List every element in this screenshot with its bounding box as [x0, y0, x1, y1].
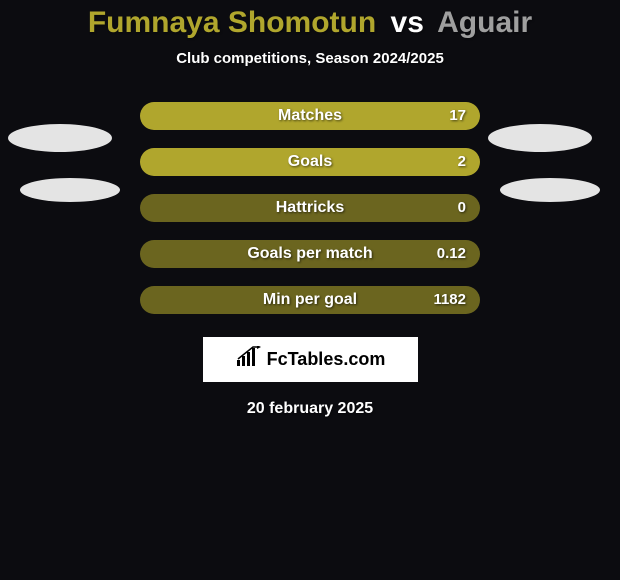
player-b-name: Aguair	[437, 6, 532, 39]
bar-value: 0.12	[437, 240, 466, 268]
stat-row: Goals per match0.12	[0, 239, 620, 269]
site-logo-text: FcTables.com	[267, 349, 386, 370]
page-title: Fumnaya Shomotun vs Aguair	[0, 0, 620, 40]
stat-row: Hattricks0	[0, 193, 620, 223]
stat-row: Goals2	[0, 147, 620, 177]
bar-track: Matches17	[140, 102, 480, 130]
stat-row: Matches17	[0, 101, 620, 131]
bar-value: 1182	[433, 286, 466, 314]
bar-fill	[140, 148, 480, 176]
site-logo: FcTables.com	[203, 337, 418, 382]
bar-value: 0	[458, 194, 466, 222]
bar-fill	[140, 102, 480, 130]
stat-row: Min per goal1182	[0, 285, 620, 315]
bar-label: Goals per match	[140, 240, 480, 268]
player-a-name: Fumnaya Shomotun	[88, 6, 376, 39]
vs-word: vs	[391, 6, 424, 39]
stats-bars: Matches17 Goals2 Hattricks0 Goals per match…	[0, 101, 620, 315]
bar-track: Goals per match0.12	[140, 240, 480, 268]
bar-track: Min per goal1182	[140, 286, 480, 314]
bar-label: Hattricks	[140, 194, 480, 222]
footer-date: 20 february 2025	[0, 400, 620, 418]
bar-track: Hattricks0	[140, 194, 480, 222]
chart-icon	[235, 346, 261, 373]
subtitle: Club competitions, Season 2024/2025	[0, 50, 620, 67]
bar-label: Min per goal	[140, 286, 480, 314]
bar-track: Goals2	[140, 148, 480, 176]
